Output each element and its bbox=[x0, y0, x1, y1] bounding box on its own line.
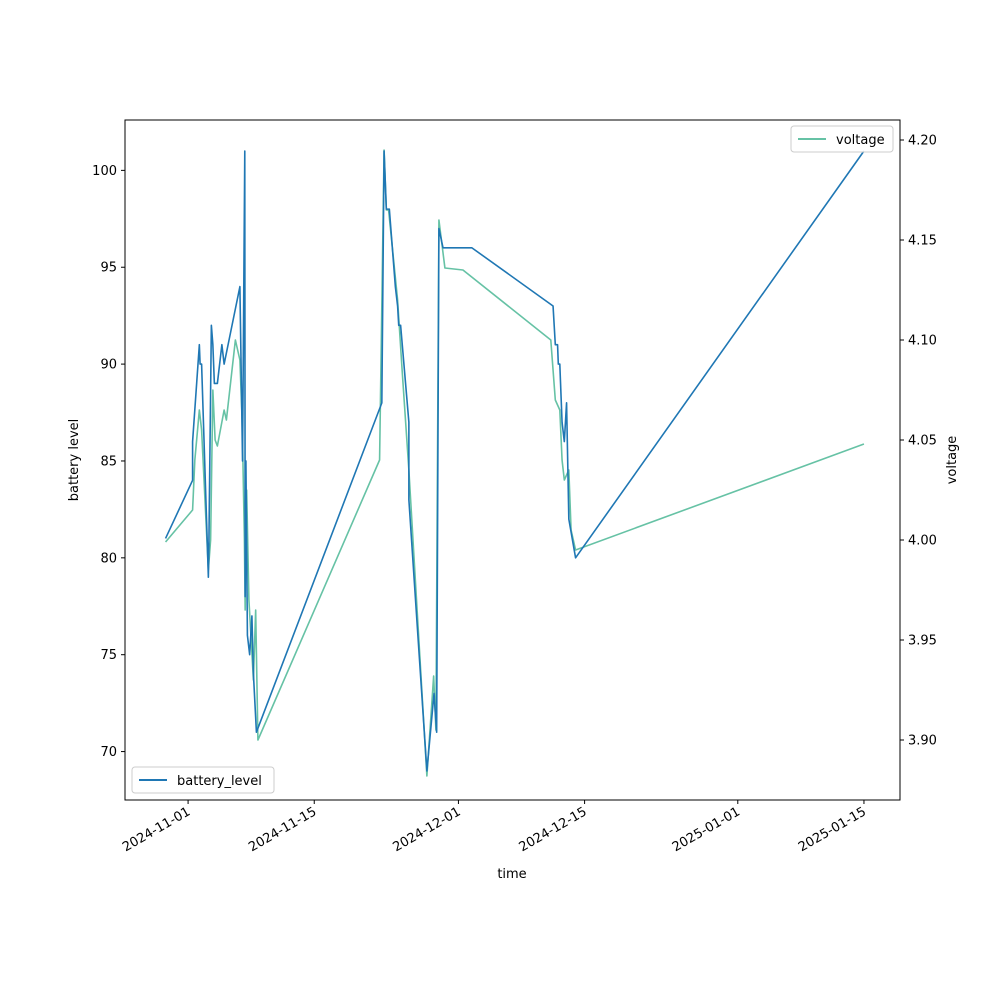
legend-battery-level-box bbox=[131, 766, 275, 794]
plot-frame bbox=[124, 119, 901, 801]
y2-axis-label: voltage bbox=[945, 436, 960, 485]
series-layer bbox=[164, 149, 865, 777]
y-tick-label: 70 bbox=[100, 745, 117, 760]
y2-tick-label: 4.20 bbox=[908, 134, 937, 149]
y2-tick-label: 3.90 bbox=[908, 734, 937, 749]
y-tick-label: 95 bbox=[100, 261, 117, 276]
legend-battery-level: battery_level bbox=[131, 766, 275, 794]
y2-tick-label: 4.05 bbox=[908, 434, 937, 449]
y2-tick-label: 4.10 bbox=[908, 334, 937, 349]
y-tick-label: 85 bbox=[100, 454, 117, 469]
y-tick-label: 90 bbox=[100, 358, 117, 373]
y2-tick-label: 4.00 bbox=[908, 534, 937, 549]
y-tick-label: 80 bbox=[100, 551, 117, 566]
legend-voltage-label: voltage bbox=[836, 133, 885, 148]
y-tick-label: 100 bbox=[92, 164, 117, 179]
legend-voltage: voltage bbox=[790, 125, 894, 153]
y2-tick-label: 4.15 bbox=[908, 234, 937, 249]
series-line-voltage bbox=[164, 149, 865, 777]
x-axis-label: time bbox=[497, 867, 526, 882]
legend-voltage-box bbox=[790, 125, 894, 153]
series-line-battery-level bbox=[164, 150, 865, 772]
y-axis-label: battery level bbox=[67, 419, 82, 502]
y-tick-label: 75 bbox=[100, 648, 117, 663]
y2-tick-label: 3.95 bbox=[908, 634, 937, 649]
legend-battery-level-label: battery_level bbox=[177, 774, 262, 789]
